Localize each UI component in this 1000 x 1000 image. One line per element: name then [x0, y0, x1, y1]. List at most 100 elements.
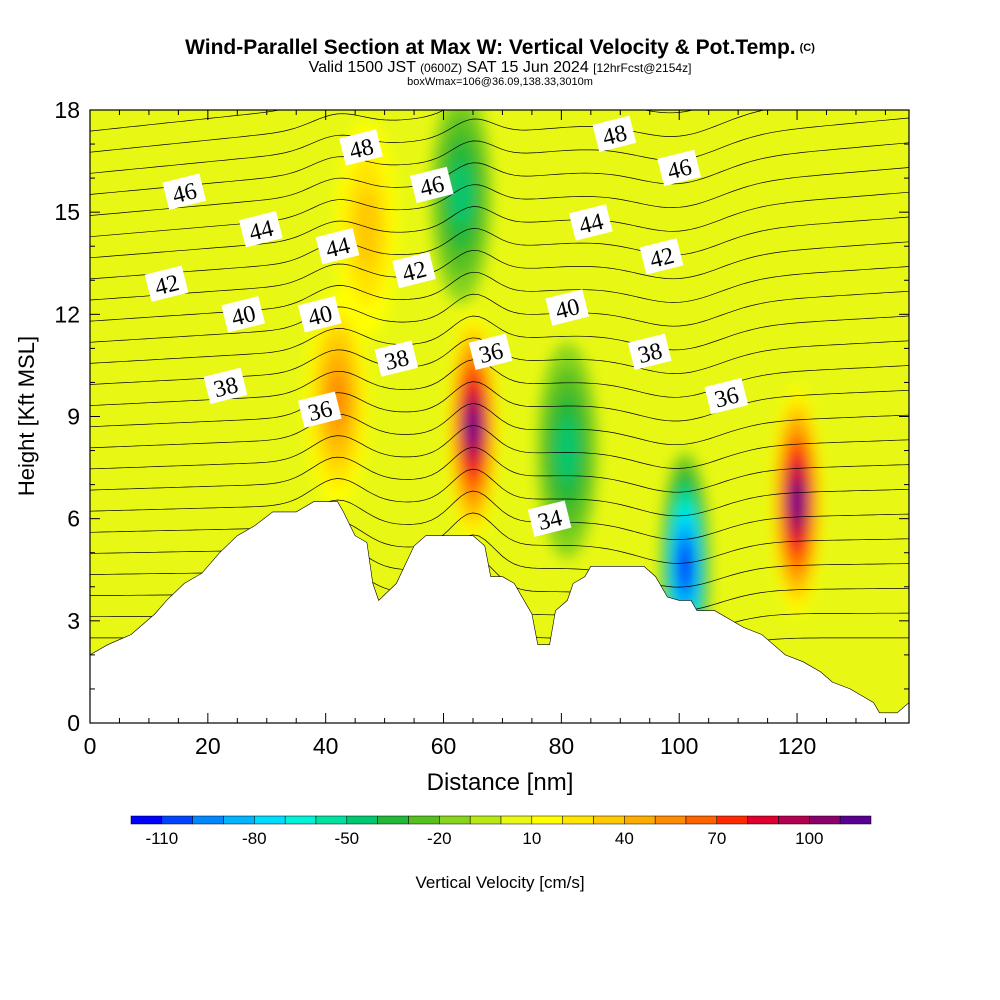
x-axis-label: Distance [nm] [427, 769, 574, 796]
y-tick-label: 9 [67, 404, 80, 430]
x-tick-label: 80 [549, 733, 575, 759]
colorbar-swatch [654, 815, 687, 825]
terrain-mask [90, 501, 909, 723]
contour-label-42: 42 [392, 251, 436, 289]
isentrope-line [90, 490, 909, 540]
isentrope-line [90, 191, 909, 259]
contour-label-40: 40 [297, 296, 342, 333]
isentrope-line [90, 110, 282, 132]
isentrope-line [90, 142, 909, 216]
colorbar-swatch [315, 815, 348, 825]
colorbar-tick-label: 10 [522, 829, 541, 848]
velocity-field [90, 110, 909, 723]
contour-label-34: 34 [527, 500, 572, 537]
colorbar-swatch [500, 815, 533, 825]
valid-utc: (0600Z) [420, 61, 463, 75]
contour-label-box [545, 289, 590, 326]
isentrope-line [90, 117, 909, 195]
contour-label-box [239, 211, 283, 248]
contour-label-box [392, 251, 436, 289]
valid-date: SAT 15 Jun 2024 [466, 59, 589, 76]
y-tick-label: 0 [67, 710, 80, 736]
y-tick-label: 3 [67, 608, 80, 634]
isentrope-line [90, 110, 93, 111]
contour-label-38: 38 [627, 333, 672, 370]
y-tick-label: 18 [54, 97, 80, 123]
contour-label-box [468, 333, 513, 370]
contour-label-box [704, 377, 749, 415]
valid-time-line: Valid 1500 JST (0600Z) SAT 15 Jun 2024 [… [90, 60, 910, 76]
colorbar-tick-label: -80 [242, 829, 267, 848]
chart-title-text: Wind-Parallel Section at Max W: Vertical… [185, 36, 796, 59]
isentrope-line [90, 110, 694, 153]
x-tick-label: 120 [778, 733, 816, 759]
contour-label-38: 38 [203, 367, 248, 405]
isentrope-line [90, 425, 909, 470]
contour-label-48: 48 [339, 129, 383, 166]
contour-label-box [374, 340, 419, 377]
contour-label-36: 36 [704, 377, 749, 415]
colorbar-swatch [408, 815, 440, 825]
colorbar-swatch [778, 815, 810, 825]
velocity-core-4-level-2 [354, 189, 380, 270]
colorbar-swatch [685, 815, 718, 825]
contour-label-box [297, 296, 342, 333]
x-tick-label: 60 [431, 733, 457, 759]
contour-label-40: 40 [221, 296, 266, 333]
x-tick-label: 100 [660, 733, 698, 759]
colorbar-swatch [469, 815, 502, 825]
colorbar-swatch [377, 815, 409, 825]
colorbar: -110 -80 -50 -20 10 40 70 100 [130, 815, 872, 848]
contour-label-box [203, 367, 248, 405]
colorbar-swatch [531, 815, 563, 825]
valid-prefix: Valid 1500 JST [308, 59, 416, 76]
colorbar-swatch [809, 815, 841, 825]
contour-label-box [221, 296, 266, 333]
x-tick-label: 40 [313, 733, 339, 759]
colorbar-swatch [192, 815, 224, 825]
colorbar-swatch [223, 815, 255, 825]
contour-label-48: 48 [592, 115, 637, 153]
y-tick-label: 15 [54, 199, 80, 225]
isentrope-line [90, 167, 909, 238]
colorbar-label: Vertical Velocity [cm/s] [415, 873, 585, 892]
forecast-info: [12hrFcst@2154z] [593, 61, 692, 75]
contour-label-38: 38 [374, 340, 419, 377]
contour-label-36: 36 [468, 333, 513, 370]
colorbar-swatch [439, 815, 471, 825]
colorbar-tick-label: -50 [335, 829, 360, 848]
colorbar-tick-label: -110 [145, 829, 178, 848]
colorbar-tick-label: 40 [615, 829, 634, 848]
contour-labels: 48 48 46 46 46 44 44 44 42 42 42 40 40 40 38 38 38 36 36 36… [144, 115, 749, 537]
contour-label-36: 36 [297, 391, 342, 428]
title-block: Wind-Parallel Section at Max W: Vertical… [90, 36, 910, 88]
colorbar-swatch [284, 815, 317, 825]
contour-label-42: 42 [144, 265, 189, 302]
contour-label-40: 40 [545, 289, 590, 326]
contour-label-46: 46 [409, 166, 454, 204]
contour-label-box [639, 238, 684, 275]
isentrope-line [90, 446, 909, 493]
colorbar-swatch [130, 815, 163, 825]
velocity-core-5-level-3 [556, 419, 578, 483]
colorbar-swatch [593, 815, 625, 825]
copyright-mark: (C) [799, 42, 815, 54]
isentrope-line [90, 403, 909, 449]
contour-label-44: 44 [315, 228, 360, 265]
contour-label-44: 44 [239, 211, 283, 248]
contour-label-box [297, 391, 342, 428]
x-tick-label: 0 [84, 733, 97, 759]
isentrope-line [90, 241, 909, 301]
contour-label-box [592, 115, 637, 153]
chart-title: Wind-Parallel Section at Max W: Vertical… [90, 36, 910, 60]
velocity-core-1-level-10 [791, 485, 803, 518]
isentrope-line [90, 468, 909, 517]
colorbar-tick-label: 70 [707, 829, 726, 848]
isentrope-line [90, 290, 909, 343]
y-tick-label: 6 [67, 506, 80, 532]
isentrope-line [90, 381, 909, 428]
contour-label-box [162, 173, 207, 210]
colorbar-swatch [346, 815, 378, 825]
